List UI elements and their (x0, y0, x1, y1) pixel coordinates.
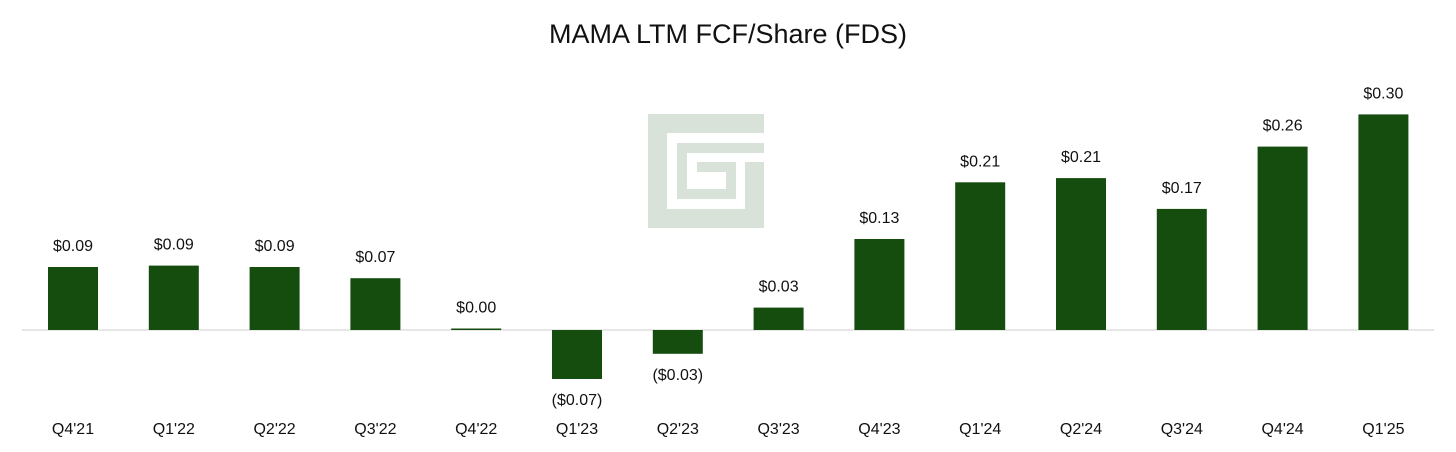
data-label-12: $0.17 (1162, 180, 1202, 197)
x-tick-label-12: Q3'24 (1161, 421, 1203, 438)
watermark-outer-top (648, 114, 764, 133)
data-label-11: $0.21 (1061, 149, 1101, 166)
x-tick-label-14: Q1'25 (1362, 421, 1404, 438)
bar-11 (1056, 178, 1106, 330)
x-tick-label-9: Q4'23 (858, 421, 900, 438)
x-tick-label-5: Q4'22 (455, 421, 497, 438)
x-tick-label-8: Q3'23 (757, 421, 799, 438)
bar-5 (451, 328, 502, 330)
bar-13 (1257, 146, 1308, 330)
data-label-4: $0.07 (355, 249, 395, 266)
data-label-9: $0.13 (859, 210, 899, 227)
data-label-8: $0.03 (759, 279, 799, 296)
data-label-14: $0.30 (1363, 85, 1403, 102)
watermark-inner-left (677, 143, 687, 199)
bar-10 (955, 182, 1006, 330)
bars (48, 114, 1409, 379)
data-label-1: $0.09 (53, 238, 93, 255)
x-tick-label-1: Q4'21 (52, 421, 94, 438)
watermark-outer-left (648, 114, 667, 228)
x-tick-label-11: Q2'24 (1060, 421, 1102, 438)
x-tick-label-2: Q1'22 (153, 421, 195, 438)
bar-9 (854, 239, 905, 330)
x-tick-label-10: Q1'24 (959, 421, 1001, 438)
data-label-6: ($0.07) (552, 392, 603, 409)
data-label-5: $0.00 (456, 300, 496, 317)
data-label-2: $0.09 (154, 237, 194, 254)
x-tick-label-13: Q4'24 (1261, 421, 1303, 438)
data-label-10: $0.21 (960, 153, 1000, 170)
watermark-outer-bottom (648, 209, 764, 228)
bar-8 (753, 307, 804, 330)
watermark-inner-bar (697, 162, 736, 172)
x-tick-label-4: Q3'22 (354, 421, 396, 438)
watermark-logo (648, 114, 764, 228)
x-tick-label-6: Q1'23 (556, 421, 598, 438)
watermark-inner-bottom (677, 189, 736, 199)
watermark-inner-right (726, 162, 736, 199)
bar-6 (552, 330, 602, 379)
data-label-13: $0.26 (1263, 118, 1303, 135)
bar-7 (652, 330, 703, 354)
bar-1 (48, 267, 98, 330)
chart-title: MAMA LTM FCF/Share (FDS) (549, 19, 907, 49)
bar-14 (1358, 114, 1409, 331)
data-labels: $0.09 $0.09 $0.09 $0.07 $0.00 ($0.07) ($0.03) $… (53, 85, 1404, 409)
x-tick-label-3: Q2'22 (253, 421, 295, 438)
bar-2 (148, 265, 199, 330)
watermark-inner-top (677, 143, 764, 153)
watermark-outer-right-lower (745, 162, 764, 228)
x-axis-tick-labels: Q4'21 Q1'22 Q2'22 Q3'22 Q4'22 Q1'23 Q2'23 Q3'23… (52, 421, 1405, 438)
bar-3 (249, 267, 300, 330)
data-label-7: ($0.03) (652, 367, 703, 384)
x-tick-label-7: Q2'23 (657, 421, 699, 438)
data-label-3: $0.09 (255, 238, 295, 255)
bar-12 (1156, 208, 1207, 330)
bar-4 (350, 278, 401, 330)
